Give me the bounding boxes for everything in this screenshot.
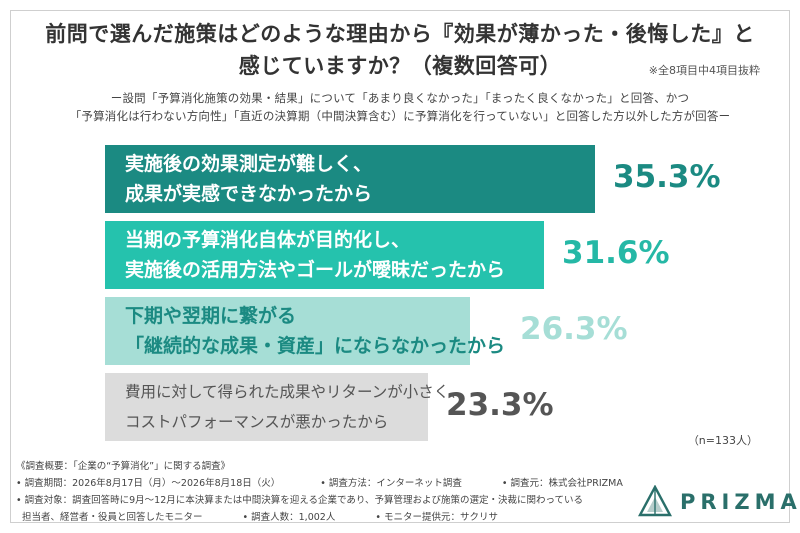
figure-frame [10,10,790,523]
sample-size-note: （n=133人） [687,434,758,447]
bar-4 [105,373,428,441]
bar-label-3: 下期や翌期に繋がる「継続的な成果・資産」にならなかったから [125,301,505,361]
bar-label-4: 費用に対して得られた成果やリターンが小さく、 コストパフォーマンスが悪かったから [125,377,465,437]
bar-1 [105,145,595,213]
bar-label-1-line2: 成果が実感できなかったから [125,183,373,205]
bar-label-2-line1: 当期の予算消化自体が目的化し、 [125,229,411,251]
chart-title-line1: 前問で選んだ施策はどのような理由から『効果が薄かった・後悔した』と [45,22,755,46]
survey-count: • 調査人数：1,002人 [242,512,336,523]
bar-label-2-line2: 実施後の活用方法やゴールが曖昧だったから [125,259,506,281]
survey-meta-line1: • 調査期間：2026年8月17日（月）〜2026年8月18日（火） • 調査方法… [16,475,623,489]
chart-subtitle-line1: ー設問「予算消化施策の効果・結果」について「あまり良くなかった」「まったく良くな… [110,91,690,105]
survey-target-line1: • 調査対象：調査回答時に9月〜12月に本決算または中間決算を迎える企業であり、… [16,495,584,506]
items-note: ※全8項目中4項目抜粋 [648,64,760,77]
chart-subtitle-line2: 「予算消化は行わない方向性」「直近の決算期（中間決算含む）に予算消化を行っていな… [69,109,731,123]
prizma-logo-icon [638,485,672,517]
value-label-2: 31.6% [562,235,670,271]
bar-label-4-line2: コストパフォーマンスが悪かったから [125,413,389,431]
survey-source: • 調査元：株式会社PRIZMA [501,478,623,489]
survey-meta-line2: 担当者、経営者・役員と回答したモニター • 調査人数：1,002人 • モニター提供… [22,509,498,523]
survey-overview-title: 《調査概要：「企業の“予算消化”」に関する調査》 [16,461,231,472]
bar-label-4-line1: 費用に対して得られた成果やリターンが小さく、 [125,383,465,401]
prizma-logo: PRIZMA [638,485,800,519]
bar-label-1-line1: 実施後の効果測定が難しく、 [125,153,373,175]
bar-label-3-line2: 「継続的な成果・資産」にならなかったから [125,335,506,357]
bar-label-1: 実施後の効果測定が難しく、 成果が実感できなかったから [125,149,372,209]
bar-2 [105,221,544,289]
value-label-1: 35.3% [613,159,721,195]
survey-method: • 調査方法：インターネット調査 [320,478,462,489]
bar-3 [105,297,470,365]
chart-title-line2: 感じていますか？（複数回答可） [238,54,562,78]
survey-target-line2: 担当者、経営者・役員と回答したモニター [22,512,203,523]
bar-label-3-line1: 下期や翌期に繋がる [125,305,297,327]
bar-label-2: 当期の予算消化自体が目的化し、実施後の活用方法やゴールが曖昧だったから [125,225,505,285]
survey-provider: • モニター提供元：サクリサ [375,512,498,523]
value-label-4: 23.3% [446,387,554,423]
survey-period: • 調査期間：2026年8月17日（月）〜2026年8月18日（火） [16,478,281,489]
value-label-3: 26.3% [520,311,628,347]
prizma-logo-text: PRIZMA [680,490,800,514]
